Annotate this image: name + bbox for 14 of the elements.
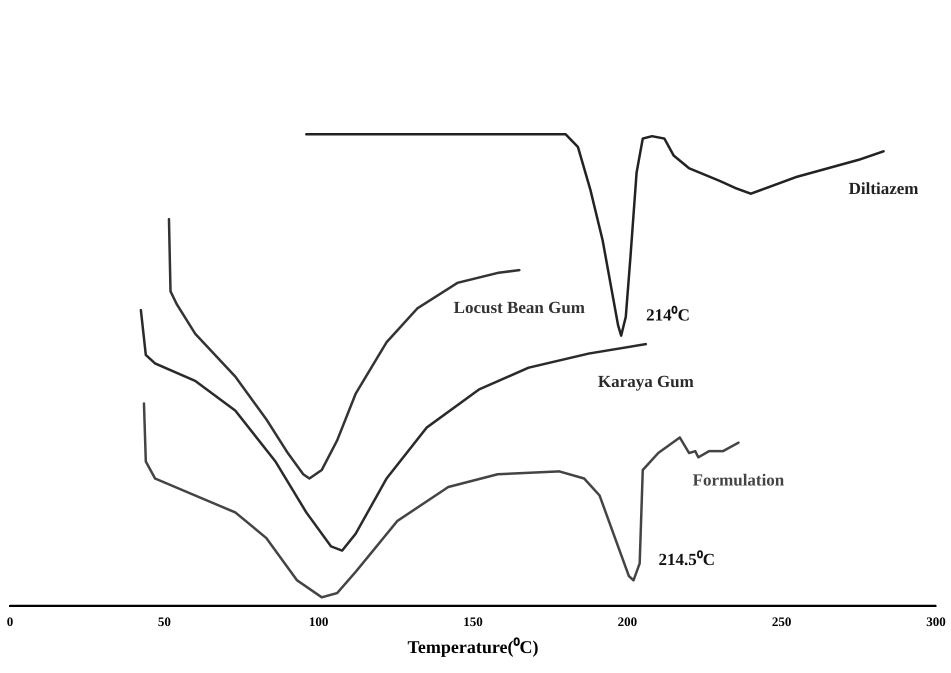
series-label: Diltiazem	[848, 179, 918, 198]
x-tick-label: 200	[618, 614, 638, 629]
x-tick-label: 0	[6, 614, 14, 629]
x-axis-title: Temperature(⁰C)	[408, 636, 538, 657]
series-label: Formulation	[692, 470, 785, 490]
x-tick-label: 50	[158, 614, 171, 629]
x-tick-label: 300	[926, 614, 946, 629]
annotation: 214.5⁰C	[658, 550, 716, 570]
x-tick-label: 150	[463, 614, 483, 629]
series-label: Karaya Gum	[598, 372, 694, 392]
series-label: Locust Bean Gum	[454, 298, 585, 317]
x-tick-label: 250	[772, 614, 792, 629]
annotation: 214⁰C	[646, 306, 690, 325]
x-tick-label: 100	[308, 614, 328, 629]
